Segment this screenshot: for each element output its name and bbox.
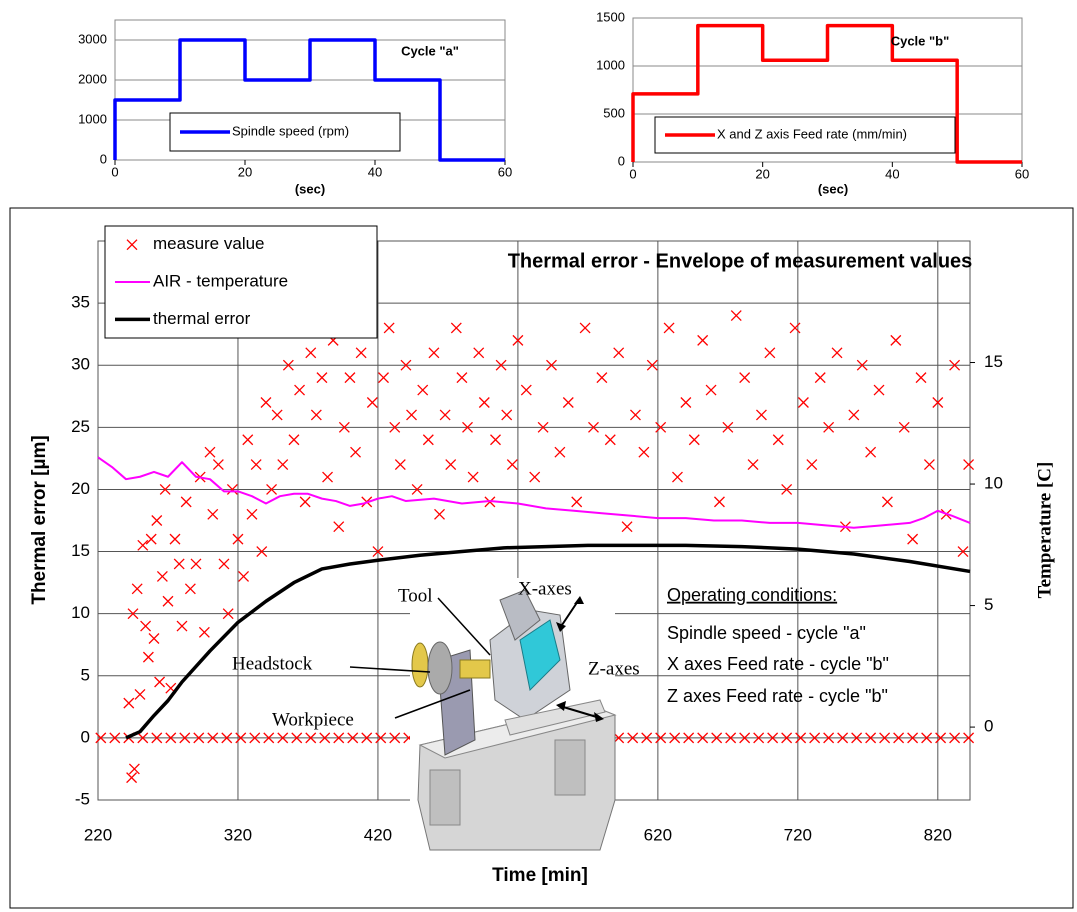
y-tick-label: 1000 [596,57,625,72]
y2-tick-label: 10 [984,474,1003,493]
x-tick-label: 0 [629,166,636,181]
annotation: X axes Feed rate - cycle "b" [667,654,889,674]
y-tick-label: 500 [603,105,625,120]
y-tick-label: 5 [81,665,90,684]
legend-label: AIR - temperature [153,271,288,290]
chart-title: Cycle "b" [891,33,950,48]
y-tick-label: 0 [618,153,625,168]
y-tick-label: 20 [71,479,90,498]
annotation: Operating conditions: [667,585,837,605]
x-tick-label: 40 [885,166,899,181]
y-tick-label: 3000 [78,31,107,46]
y-tick-label: 15 [71,541,90,560]
y-tick-label: 0 [100,151,107,166]
x-tick-label: 60 [1015,166,1029,181]
y-tick-label: 35 [71,293,90,312]
annotation: Z-axes [588,658,640,679]
y-tick-label: 1000 [78,111,107,126]
legend-label: Spindle speed (rpm) [232,123,349,138]
x-tick-label: 720 [784,825,812,844]
y2-tick-label: 5 [984,595,993,614]
y2-tick-label: 0 [984,717,993,736]
x-axis-label: Time [min] [492,865,588,886]
legend-label: X and Z axis Feed rate (mm/min) [717,126,907,141]
x-tick-label: 60 [498,164,512,179]
y-tick-label: 1500 [596,9,625,24]
annotation: Tool [398,585,433,606]
figure: 01000200030000204060Spindle speed (rpm)0… [0,0,1077,912]
x-tick-label: 40 [368,164,382,179]
annotation: Z axes Feed rate - cycle "b" [667,686,888,706]
x-tick-label: 220 [84,825,112,844]
y-tick-label: 30 [71,355,90,374]
x-tick-label: 820 [924,825,952,844]
y-tick-label: 0 [81,727,90,746]
legend-label: measure value [153,234,265,253]
legend-label: thermal error [153,309,251,328]
annotation: Workpiece [272,709,354,730]
x-tick-label: 20 [238,164,252,179]
annotation: X-axes [518,578,572,599]
y-tick-label: 10 [71,603,90,622]
page: 01000200030000204060Spindle speed (rpm)0… [0,0,1077,912]
y-tick-label: 2000 [78,71,107,86]
y-axis-label: Thermal error [µm] [29,435,50,604]
y-tick-label: 25 [71,417,90,436]
x-tick-label: 420 [364,825,392,844]
chart-title: Thermal error - Envelope of measurement … [508,250,973,272]
annotation: Headstock [232,653,313,674]
y-tick-label: -5 [75,789,90,808]
x-tick-label: 20 [755,166,769,181]
x-tick-label: 320 [224,825,252,844]
x-axis-label: (sec) [295,181,325,196]
x-tick-label: 0 [111,164,118,179]
annotation: Spindle speed - cycle "a" [667,623,866,643]
chart-title: Cycle "a" [401,43,459,58]
y2-tick-label: 15 [984,352,1003,371]
x-axis-label: (sec) [818,181,848,196]
x-tick-label: 620 [644,825,672,844]
y2-axis-label: Temperature [C] [1034,462,1055,599]
